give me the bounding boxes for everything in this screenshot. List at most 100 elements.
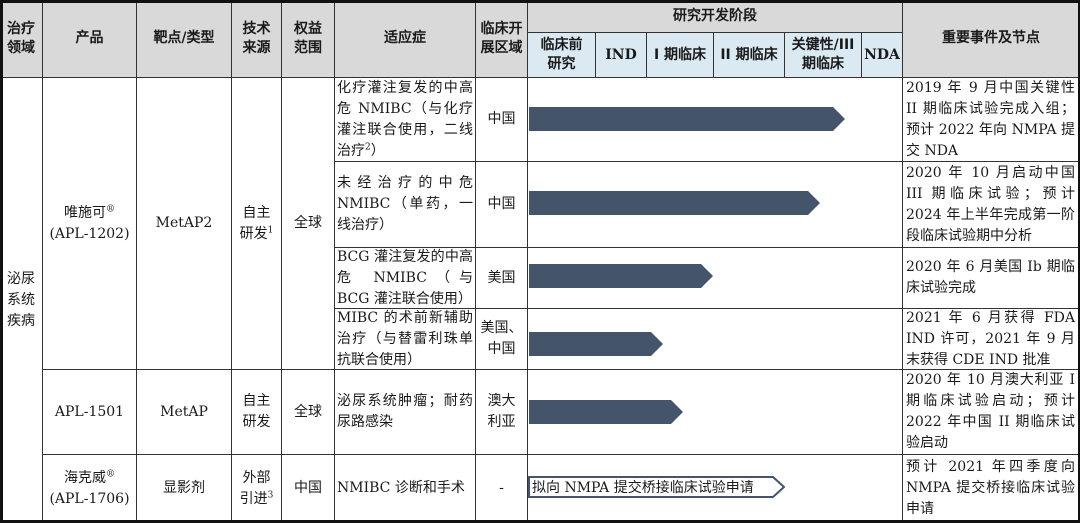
product-name-text: 海克威 xyxy=(64,469,106,486)
header-stage-phase2: II 期临床 xyxy=(714,33,785,78)
planned-label: 拟向 NMPA 提交桥接临床试验申请 xyxy=(532,480,754,496)
header-region: 临床开展区域 xyxy=(476,0,528,78)
product-apl1501-source: 自主研发 xyxy=(232,370,282,455)
stage-phase2-label: II 期临床 xyxy=(720,46,778,63)
event-cell: 2019 年 9 月中国关键性 II 期临床试验完成入组；预计 2022 年向 … xyxy=(903,78,1080,162)
header-events-label: 重要事件及节点 xyxy=(942,30,1040,46)
indication-text: 化疗灌注复发的中高危 NMIBC（与化疗灌注联合使用，二线治疗2） xyxy=(337,78,473,162)
stage-bar-cell xyxy=(528,162,903,248)
event-text: 2019 年 9 月中国关键性 II 期临床试验完成入组；预计 2022 年向 … xyxy=(906,79,1075,159)
product-name-text: 唯施可 xyxy=(64,204,106,221)
stage-bar-cell xyxy=(528,248,903,309)
product-apl1706-target: 显影剂 xyxy=(137,455,232,523)
stage-nda-label: NDA xyxy=(864,46,900,63)
outline-arrow-icon xyxy=(528,476,785,498)
indication-cell: BCG 灌注复发的中高危 NMIBC（与 BCG 灌注联合使用） xyxy=(335,248,476,309)
progress-arrow-bar xyxy=(529,400,683,424)
header-rights: 权益范围 xyxy=(282,0,335,78)
product-apl1706-name: 海克威® (APL-1706) xyxy=(43,455,137,523)
stage-bar-cell xyxy=(528,370,903,455)
source-text: 自主研发 xyxy=(242,393,271,430)
header-stage-nda: NDA xyxy=(862,33,903,78)
target-text: MetAP xyxy=(160,403,208,420)
source-value: 外部引进 xyxy=(239,469,271,507)
indication-value: 化疗灌注复发的中高危 NMIBC（与化疗灌注联合使用，二线治疗 xyxy=(337,79,473,159)
region-cell: 美国 xyxy=(476,248,528,309)
region-text: 中国 xyxy=(487,111,516,127)
header-target: 靶点/类型 xyxy=(137,0,232,78)
progress-arrow-bar xyxy=(529,332,663,356)
product-apl1501-name: APL-1501 xyxy=(43,370,137,455)
registered-mark: ® xyxy=(106,203,115,214)
header-area-label: 治疗领域 xyxy=(7,20,35,56)
region-text: 美国、中国 xyxy=(480,320,523,357)
indication-cell: 未经治疗的中危 NMIBC（单药，一线治疗） xyxy=(335,162,476,248)
header-stage-group: 研究开发阶段 xyxy=(528,0,903,33)
product-apl1501-rights: 全球 xyxy=(282,370,335,455)
indication-text: 泌尿系统肿瘤；耐药尿路感染 xyxy=(337,393,473,430)
product-name: 海克威® xyxy=(64,468,115,489)
registered-mark: ® xyxy=(106,468,115,479)
header-region-label: 临床开展区域 xyxy=(480,20,523,56)
header-indication: 适应症 xyxy=(335,0,476,78)
region-text: 中国 xyxy=(487,196,516,212)
indication-text: 未经治疗的中危 NMIBC（单药，一线治疗） xyxy=(337,175,473,233)
header-source: 技术来源 xyxy=(232,0,282,78)
stage-pivotal-label: 关键性/III 期临床 xyxy=(791,37,855,72)
event-cell: 2020 年 10 月启动中国 III 期临床试验；预计 2024 年上半年完成… xyxy=(903,162,1080,248)
region-cell: 中国 xyxy=(476,162,528,248)
product-apl1202-target: MetAP2 xyxy=(137,78,232,370)
source-value: 自主研发 xyxy=(239,204,271,242)
header-product-label: 产品 xyxy=(75,30,104,46)
source-text: 自主研发1 xyxy=(240,203,274,245)
event-text: 2020 年 10 月澳大利亚 I 期临床试验启动；预计 2022 年中国 II… xyxy=(906,372,1075,451)
therapeutic-area-cell: 泌尿系统疾病 xyxy=(0,78,43,523)
rights-text: 全球 xyxy=(294,403,322,420)
rights-text: 全球 xyxy=(294,215,322,231)
header-area: 治疗领域 xyxy=(0,0,43,78)
region-cell: 澳大利亚 xyxy=(476,370,528,455)
product-code: (APL-1706) xyxy=(49,490,130,507)
rights-text: 中国 xyxy=(294,480,322,496)
progress-arrow-bar xyxy=(529,191,820,215)
event-text: 预计 2021 年四季度向 NMPA 提交桥接临床试验申请 xyxy=(906,459,1075,517)
stage-preclinical-label: 临床前研究 xyxy=(540,37,583,72)
therapeutic-area-label: 泌尿系统疾病 xyxy=(7,270,35,329)
product-apl1706-rights: 中国 xyxy=(282,455,335,523)
event-cell: 预计 2021 年四季度向 NMPA 提交桥接临床试验申请 xyxy=(903,455,1080,523)
header-stage-phase1: I 期临床 xyxy=(647,33,714,78)
product-code: (APL-1202) xyxy=(49,225,130,242)
stage-ind-label: IND xyxy=(605,46,637,63)
product-name: APL-1501 xyxy=(54,403,125,420)
header-product: 产品 xyxy=(43,0,137,78)
indication-text: BCG 灌注复发的中高危 NMIBC（与 BCG 灌注联合使用） xyxy=(337,248,473,307)
event-cell: 2021 年 6 月获得 FDA IND 许可，2021 年 9 月末获得 CD… xyxy=(903,309,1080,370)
region-cell: - xyxy=(476,455,528,523)
stage-bar-cell xyxy=(528,309,903,370)
stage-phase1-label: I 期临床 xyxy=(653,46,707,63)
header-indication-label: 适应症 xyxy=(384,30,426,46)
event-text: 2021 年 6 月获得 FDA IND 许可，2021 年 9 月末获得 CD… xyxy=(906,309,1075,368)
event-text: 2020 年 10 月启动中国 III 期临床试验；预计 2024 年上半年完成… xyxy=(906,164,1075,244)
footnote-marker: 1 xyxy=(267,224,274,235)
product-name: 唯施可® xyxy=(64,203,115,224)
source-text: 外部引进3 xyxy=(240,468,274,510)
product-apl1202-rights: 全球 xyxy=(282,78,335,370)
footnote-marker: 2 xyxy=(365,141,371,152)
stage-bar-cell xyxy=(528,78,903,162)
planned-arrow-outline: 拟向 NMPA 提交桥接临床试验申请 xyxy=(528,476,785,498)
indication-text: NMIBC 诊断和手术 xyxy=(337,480,465,496)
event-cell: 2020 年 10 月澳大利亚 I 期临床试验启动；预计 2022 年中国 II… xyxy=(903,370,1080,455)
indication-cell: MIBC 的术前新辅助治疗（与替雷利珠单抗联合使用） xyxy=(335,309,476,370)
region-text: 美国 xyxy=(487,269,516,286)
indication-cell: 泌尿系统肿瘤；耐药尿路感染 xyxy=(335,370,476,455)
header-source-label: 技术来源 xyxy=(242,20,271,56)
header-stage-pivotal: 关键性/III 期临床 xyxy=(785,33,862,78)
target-text: 显影剂 xyxy=(163,480,205,496)
region-cell: 美国、中国 xyxy=(476,309,528,370)
footnote-marker: 3 xyxy=(267,489,274,500)
region-text: 澳大利亚 xyxy=(487,393,516,430)
product-apl1501-target: MetAP xyxy=(137,370,232,455)
region-cell: 中国 xyxy=(476,78,528,162)
